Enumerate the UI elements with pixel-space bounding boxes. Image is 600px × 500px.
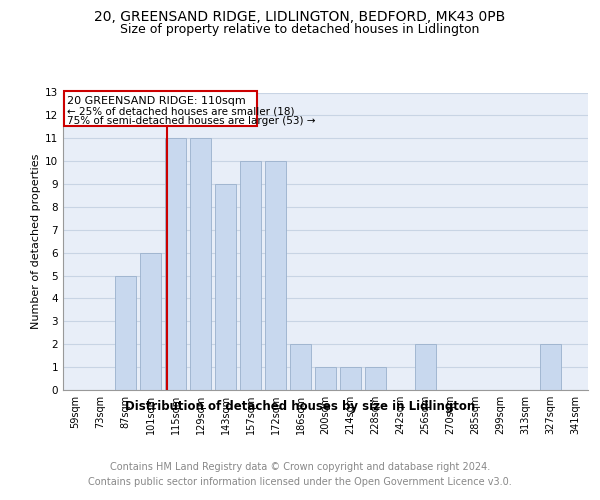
Text: 20 GREENSAND RIDGE: 110sqm: 20 GREENSAND RIDGE: 110sqm: [67, 96, 246, 106]
Bar: [315, 367, 336, 390]
Bar: [190, 138, 211, 390]
Text: ← 25% of detached houses are smaller (18): ← 25% of detached houses are smaller (18…: [67, 106, 295, 117]
Bar: [415, 344, 436, 390]
Bar: [540, 344, 561, 390]
Text: 75% of semi-detached houses are larger (53) →: 75% of semi-detached houses are larger (…: [67, 116, 316, 126]
Bar: [265, 161, 286, 390]
Bar: [340, 367, 361, 390]
Text: Distribution of detached houses by size in Lidlington: Distribution of detached houses by size …: [125, 400, 475, 413]
Bar: [140, 252, 161, 390]
Bar: [215, 184, 236, 390]
Bar: [115, 276, 136, 390]
Text: Size of property relative to detached houses in Lidlington: Size of property relative to detached ho…: [121, 22, 479, 36]
FancyBboxPatch shape: [64, 92, 257, 126]
Bar: [365, 367, 386, 390]
Y-axis label: Number of detached properties: Number of detached properties: [31, 154, 41, 329]
Text: Contains HM Land Registry data © Crown copyright and database right 2024.
Contai: Contains HM Land Registry data © Crown c…: [88, 462, 512, 487]
Text: 20, GREENSAND RIDGE, LIDLINGTON, BEDFORD, MK43 0PB: 20, GREENSAND RIDGE, LIDLINGTON, BEDFORD…: [94, 10, 506, 24]
Bar: [290, 344, 311, 390]
Bar: [240, 161, 261, 390]
Bar: [165, 138, 186, 390]
